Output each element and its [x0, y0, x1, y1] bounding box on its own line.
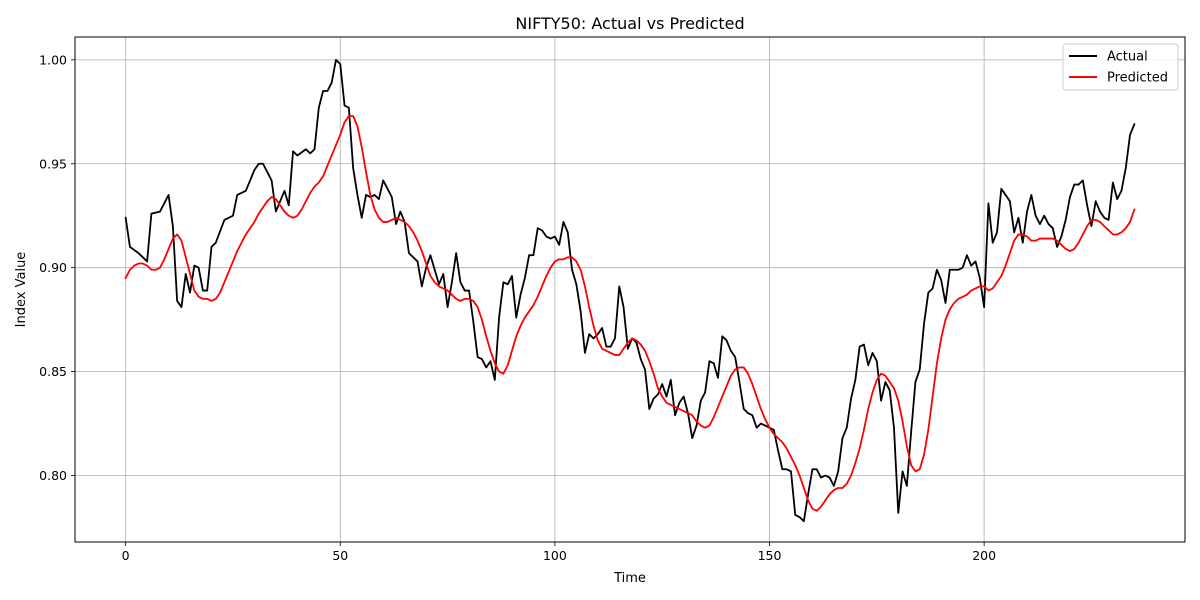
x-tick-label: 200	[972, 548, 996, 563]
plot-frame	[74, 36, 1186, 543]
x-axis-label: Time	[613, 571, 646, 586]
y-tick-label: 0.80	[39, 468, 67, 483]
y-axis-label: Index Value	[14, 252, 29, 328]
y-tick-label: 1.00	[39, 52, 67, 67]
plot-series	[124, 58, 1136, 523]
series-line-actual	[124, 58, 1136, 523]
chart-title: NIFTY50: Actual vs Predicted	[515, 14, 744, 33]
x-tick-label: 50	[332, 548, 348, 563]
y-tick-label: 0.85	[39, 364, 67, 379]
x-tick-label: 0	[122, 548, 130, 563]
y-tick-label: 0.90	[39, 260, 67, 275]
legend: Actual Predicted	[1062, 43, 1179, 91]
axis-ticks: 0 50 100 150 200 0.80 0.85 0.90 0.95 1.00	[39, 52, 996, 563]
y-tick-label: 0.95	[39, 156, 67, 171]
series-line-predicted	[124, 115, 1136, 512]
legend-label-predicted: Predicted	[1107, 71, 1168, 86]
x-tick-label: 150	[758, 548, 782, 563]
x-tick-label: 100	[543, 548, 567, 563]
legend-label-actual: Actual	[1107, 50, 1148, 65]
